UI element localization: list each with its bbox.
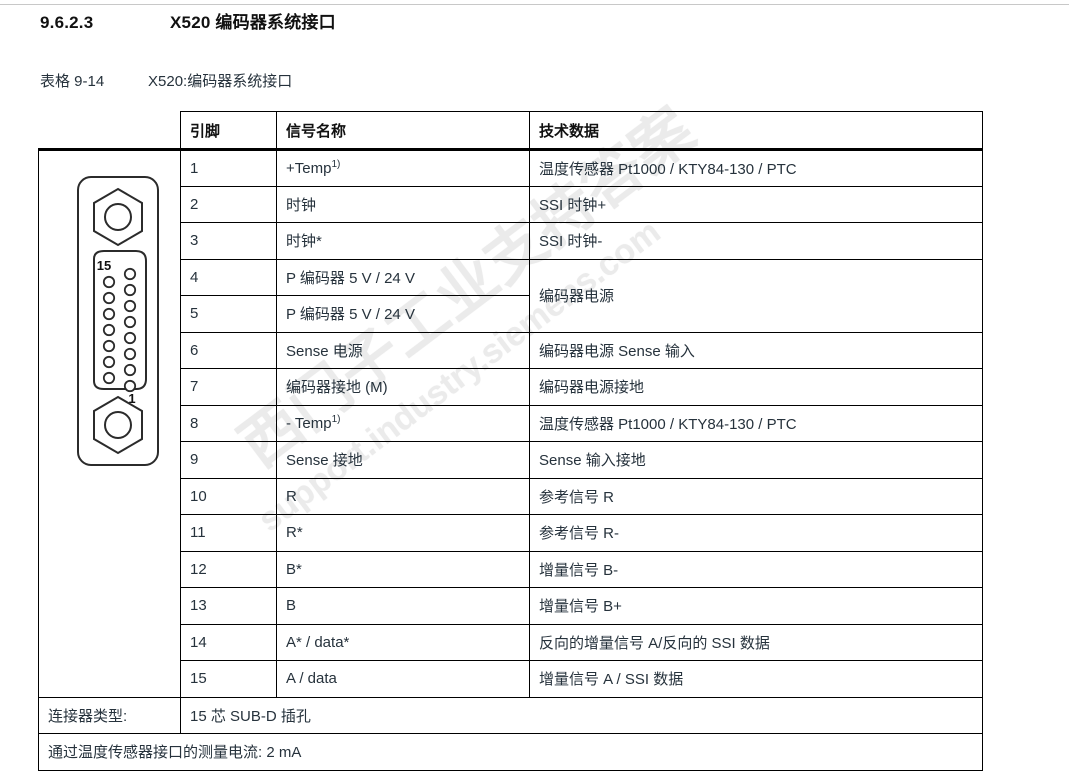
cell-pin: 12	[180, 550, 277, 588]
cell-technical-data: SSI 时钟+	[529, 185, 983, 223]
cell-signal-name: B	[276, 587, 530, 625]
table-header-row: 引脚 信号名称 技术数据	[38, 111, 983, 151]
measuring-current-row: 通过温度传感器接口的测量电流: 2 mA	[38, 733, 983, 771]
cell-pin: 3	[180, 222, 277, 260]
cell-pin: 5	[180, 295, 277, 333]
cell-technical-data: 参考信号 R	[529, 477, 983, 515]
pinout-table-wrapper: 引脚 信号名称 技术数据 1 +Temp1) 温度传感器 Pt1000 / KTY8…	[38, 111, 983, 771]
hex-nut-top	[93, 187, 143, 247]
cell-technical-data: 增量信号 A / SSI 数据	[529, 660, 983, 698]
table-header-pin: 引脚	[180, 111, 277, 151]
pin-label-1: 1	[128, 391, 135, 406]
table-caption: 表格 9-14 X520:编码器系统接口	[40, 70, 292, 91]
table-row: 15 A / data 增量信号 A / SSI 数据	[39, 660, 983, 698]
table-row: 6 Sense 电源 编码器电源 Sense 输入	[39, 331, 983, 369]
cell-signal-name: R	[276, 477, 530, 515]
pin-label-15: 15	[97, 258, 111, 273]
sub-d-15-socket-svg: 15 1	[77, 176, 159, 466]
cell-signal-name: Sense 接地	[276, 441, 530, 479]
cell-technical-data: 温度传感器 Pt1000 / KTY84-130 / PTC	[529, 404, 983, 442]
cell-signal-name: P 编码器 5 V / 24 V	[276, 258, 530, 296]
cell-technical-data: 温度传感器 Pt1000 / KTY84-130 / PTC	[529, 149, 983, 187]
cell-technical-data: Sense 输入接地	[529, 441, 983, 479]
measuring-current-note: 通过温度传感器接口的测量电流: 2 mA	[38, 733, 983, 771]
table-header-technical: 技术数据	[529, 111, 983, 151]
table-row: 8- Temp1) 温度传感器 Pt1000 / KTY84-130 / PTC	[39, 404, 983, 442]
table-header-signal: 信号名称	[276, 111, 530, 151]
sub-d-15-socket-icon: 15 1	[66, 171, 170, 476]
table-row: 14 A* / data* 反向的增量信号 A/反向的 SSI 数据	[39, 623, 983, 661]
table-row: 9 Sense 接地 Sense 输入接地	[39, 441, 983, 479]
cell-technical-data: SSI 时钟-	[529, 222, 983, 260]
cell-technical-data: 编码器电源	[529, 258, 983, 333]
cell-signal-name: 时钟*	[276, 222, 530, 260]
hex-nut-bottom	[93, 395, 143, 455]
cell-technical-data: 增量信号 B+	[529, 587, 983, 625]
cell-pin: 14	[180, 623, 277, 661]
cell-technical-data: 参考信号 R-	[529, 514, 983, 552]
section-title: X520 编码器系统接口	[170, 13, 336, 32]
connector-type-value: 15 芯 SUB-D 插孔	[180, 696, 983, 734]
cell-pin: 9	[180, 441, 277, 479]
page-title: 9.6.2.3 X520 编码器系统接口	[40, 8, 336, 33]
footnote-marker: 1)	[331, 414, 341, 426]
cell-technical-data: 编码器电源 Sense 输入	[529, 331, 983, 369]
table-row: 1 +Temp1) 温度传感器 Pt1000 / KTY84-130 / PTC	[38, 149, 983, 698]
cell-pin: 4	[180, 258, 277, 296]
cell-signal-name: - Temp1)	[276, 404, 530, 442]
footnote-marker: 1)	[331, 159, 341, 171]
cell-pin: 7	[180, 368, 277, 406]
cell-pin: 15	[180, 660, 277, 698]
cell-signal-name: A* / data*	[276, 623, 530, 661]
table-body: 1 +Temp1) 温度传感器 Pt1000 / KTY84-130 / PTC 2 时…	[38, 149, 983, 771]
cell-signal-name: A / data	[276, 660, 530, 698]
cell-pin: 8	[180, 404, 277, 442]
cell-signal-name: 时钟	[276, 185, 530, 223]
caption-number: 表格 9-14	[40, 73, 105, 90]
connector-type-row: 连接器类型: 15 芯 SUB-D 插孔	[38, 696, 983, 734]
cell-signal-name: 编码器接地 (M)	[276, 368, 530, 406]
table-row: 12 B* 增量信号 B-	[39, 550, 983, 588]
cell-pin: 11	[180, 514, 277, 552]
table-row: 7 编码器接地 (M) 编码器电源接地	[39, 368, 983, 406]
table-row: 13 B 增量信号 B+	[39, 587, 983, 625]
pin-holes	[102, 267, 137, 393]
pinout-table: 引脚 信号名称 技术数据 1 +Temp1) 温度传感器 Pt1000 / KTY8…	[38, 111, 983, 771]
cell-signal-name: Sense 电源	[276, 331, 530, 369]
cell-pin: 1	[180, 149, 277, 187]
cell-technical-data: 增量信号 B-	[529, 550, 983, 588]
cell-pin: 2	[180, 185, 277, 223]
cell-pin: 10	[180, 477, 277, 515]
cell-technical-data: 反向的增量信号 A/反向的 SSI 数据	[529, 623, 983, 661]
caption-title: X520:编码器系统接口	[148, 73, 293, 90]
cell-pin: 13	[180, 587, 277, 625]
cell-signal-name: R*	[276, 514, 530, 552]
table-header-blank	[38, 111, 181, 151]
cell-pin: 6	[180, 331, 277, 369]
section-number: 9.6.2.3	[40, 13, 94, 32]
connector-type-label: 连接器类型:	[38, 696, 181, 734]
page-top-rule	[0, 4, 1069, 5]
cell-signal-name: P 编码器 5 V / 24 V	[276, 295, 530, 333]
cell-signal-name: +Temp1)	[276, 149, 530, 187]
cell-technical-data: 编码器电源接地	[529, 368, 983, 406]
cell-signal-name: B*	[276, 550, 530, 588]
table-row: 3 时钟* SSI 时钟-	[39, 222, 983, 260]
